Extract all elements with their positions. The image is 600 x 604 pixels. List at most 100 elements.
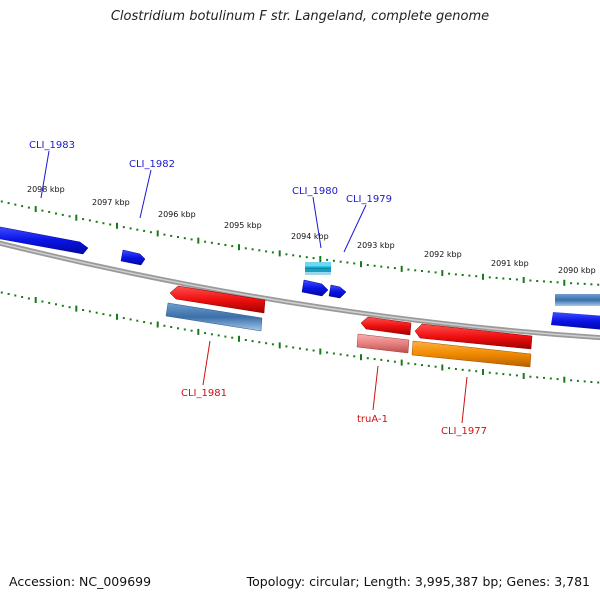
outer-tick [387, 266, 390, 269]
outer-tick [522, 277, 525, 283]
inner-tick [129, 318, 132, 321]
inner-tick [305, 348, 308, 351]
inner-tick [7, 293, 10, 295]
leader-cli-1977 [461, 376, 468, 424]
inner-tick [82, 309, 85, 311]
outer-tick [265, 250, 268, 253]
gene-cli-1983[interactable] [0, 226, 89, 255]
gene-label-cli-1981[interactable]: CLI_1981 [181, 388, 227, 399]
gene-label-cli-1979[interactable]: CLI_1979 [346, 194, 392, 205]
gene-label-cli-1982[interactable]: CLI_1982 [129, 159, 175, 170]
gene-right-edge-steel[interactable] [555, 294, 600, 306]
gene-cli-1982[interactable] [120, 249, 146, 266]
gene-trua-1[interactable] [356, 316, 412, 354]
inner-tick [583, 380, 586, 383]
gene-label-cli-1980[interactable]: CLI_1980 [292, 186, 338, 197]
inner-tick [55, 303, 57, 306]
outer-tick [543, 280, 545, 283]
outer-tick [55, 212, 57, 215]
inner-tick [95, 311, 98, 314]
inner-tick [75, 305, 78, 312]
outer-tick [529, 279, 532, 282]
inner-tick [468, 369, 471, 372]
leader-trua-1 [372, 365, 379, 411]
inner-tick [522, 373, 525, 379]
outer-tick [170, 234, 173, 237]
leader-cli-1983 [40, 150, 50, 199]
outer-tick [454, 273, 457, 276]
gene-label-cli-1977[interactable]: CLI_1977 [441, 426, 487, 437]
outer-tick [0, 200, 3, 203]
inner-tick [576, 379, 579, 382]
outer-tick [183, 237, 186, 240]
inner-tick [102, 313, 105, 316]
outer-tick [326, 258, 329, 261]
inner-tick [183, 328, 186, 331]
outer-tick [210, 241, 213, 244]
outer-tick [34, 206, 37, 213]
outer-tick [339, 260, 342, 263]
inner-tick [488, 371, 491, 374]
outer-tick [217, 242, 220, 245]
inner-tick [217, 334, 220, 337]
outer-tick [177, 236, 179, 238]
map-title: Clostridium botulinum F str. Langeland, … [110, 9, 490, 24]
inner-tick [109, 314, 112, 317]
inner-tick [332, 352, 335, 355]
inner-tick [312, 349, 315, 352]
gene-label-cli-1983[interactable]: CLI_1983 [29, 140, 75, 151]
ruler-label-2093: 2093 kbp [357, 241, 395, 250]
gene-cli-1981[interactable] [165, 285, 266, 332]
outer-tick [407, 268, 410, 271]
outer-tick [373, 264, 376, 267]
inner-tick [224, 335, 227, 338]
ruler-label-2097: 2097 kbp [92, 198, 130, 207]
inner-tick [482, 369, 484, 375]
outer-tick [7, 202, 10, 205]
outer-tick [82, 218, 85, 221]
gene-cli-1977[interactable] [411, 323, 533, 368]
inner-tick [197, 328, 200, 335]
inner-tick [88, 310, 91, 313]
outer-tick [495, 276, 498, 279]
inner-tick [454, 368, 457, 370]
inner-tick [122, 317, 125, 320]
gene-cli-1980-rna[interactable] [305, 262, 331, 275]
outer-tick [163, 233, 166, 236]
outer-tick [156, 230, 159, 237]
inner-tick [27, 297, 30, 300]
outer-tick [238, 244, 240, 251]
inner-tick [393, 360, 396, 363]
gene-cli-1979[interactable] [301, 279, 347, 299]
outer-tick [434, 271, 437, 274]
outer-tick [204, 240, 207, 243]
outer-tick [570, 282, 573, 285]
accession-text: Accession: NC_009699 [9, 574, 152, 589]
genome-summary-text: Topology: circular; Length: 3,995,387 bp… [246, 574, 590, 589]
outer-tick [68, 215, 71, 218]
outer-tick [122, 226, 125, 229]
gene-label-trua-1[interactable]: truA-1 [357, 414, 388, 425]
outer-tick [285, 253, 288, 256]
outer-tick [48, 211, 51, 213]
gene-right-edge-blue[interactable] [551, 312, 600, 330]
inner-tick [515, 374, 518, 377]
inner-tick [556, 378, 559, 381]
outer-tick [129, 227, 132, 230]
outer-tick [305, 256, 308, 259]
outer-tick [102, 222, 105, 225]
inner-tick [210, 333, 213, 336]
inner-tick [475, 370, 478, 373]
leader-cli-1979 [343, 204, 367, 253]
inner-tick [244, 339, 247, 341]
inner-tick [563, 376, 566, 383]
inner-tick [326, 351, 329, 354]
inner-tick [339, 353, 342, 356]
inner-tick [68, 306, 71, 309]
inner-tick [21, 296, 24, 298]
inner-tick [204, 332, 207, 335]
inner-tick [48, 301, 51, 304]
inner-tick [461, 368, 464, 371]
outer-tick [149, 231, 152, 234]
